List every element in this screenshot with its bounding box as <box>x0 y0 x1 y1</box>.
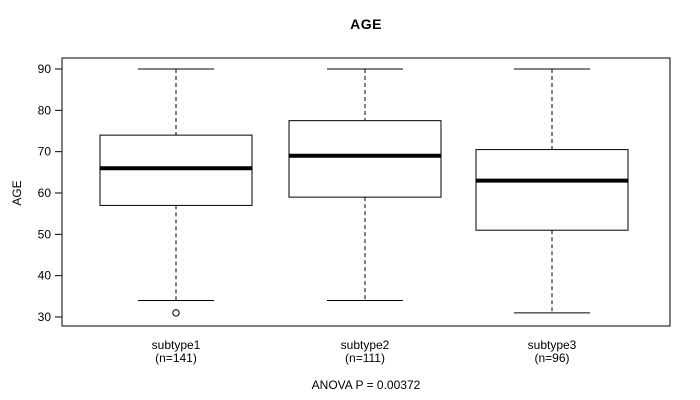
outlier-point <box>172 309 180 317</box>
y-tick-label: 60 <box>38 186 52 200</box>
plot-border <box>61 57 671 327</box>
iqr-box <box>288 120 442 198</box>
x-category-count: (n=111) <box>345 351 385 365</box>
chart-title: AGE <box>350 16 382 32</box>
x-category-name: subtype3 <box>527 338 577 352</box>
x-category-label: subtype3 (n=96) <box>482 339 622 365</box>
x-category-name: subtype1 <box>151 338 201 352</box>
y-tick-label: 40 <box>38 269 52 283</box>
y-tick-label: 90 <box>38 62 52 76</box>
y-tick-label: 50 <box>38 227 52 241</box>
x-category-count: (n=96) <box>534 351 570 365</box>
x-category-name: subtype2 <box>340 338 390 352</box>
y-tick-label: 70 <box>38 145 52 159</box>
anova-annotation: ANOVA P = 0.00372 <box>311 378 421 392</box>
x-category-count: (n=141) <box>155 351 197 365</box>
iqr-box <box>99 134 253 206</box>
y-tick-label: 30 <box>38 310 52 324</box>
x-category-label: subtype2 (n=111) <box>295 339 435 365</box>
y-tick-label: 80 <box>38 103 52 117</box>
iqr-box <box>475 149 629 231</box>
x-category-label: subtype1 (n=141) <box>106 339 246 365</box>
